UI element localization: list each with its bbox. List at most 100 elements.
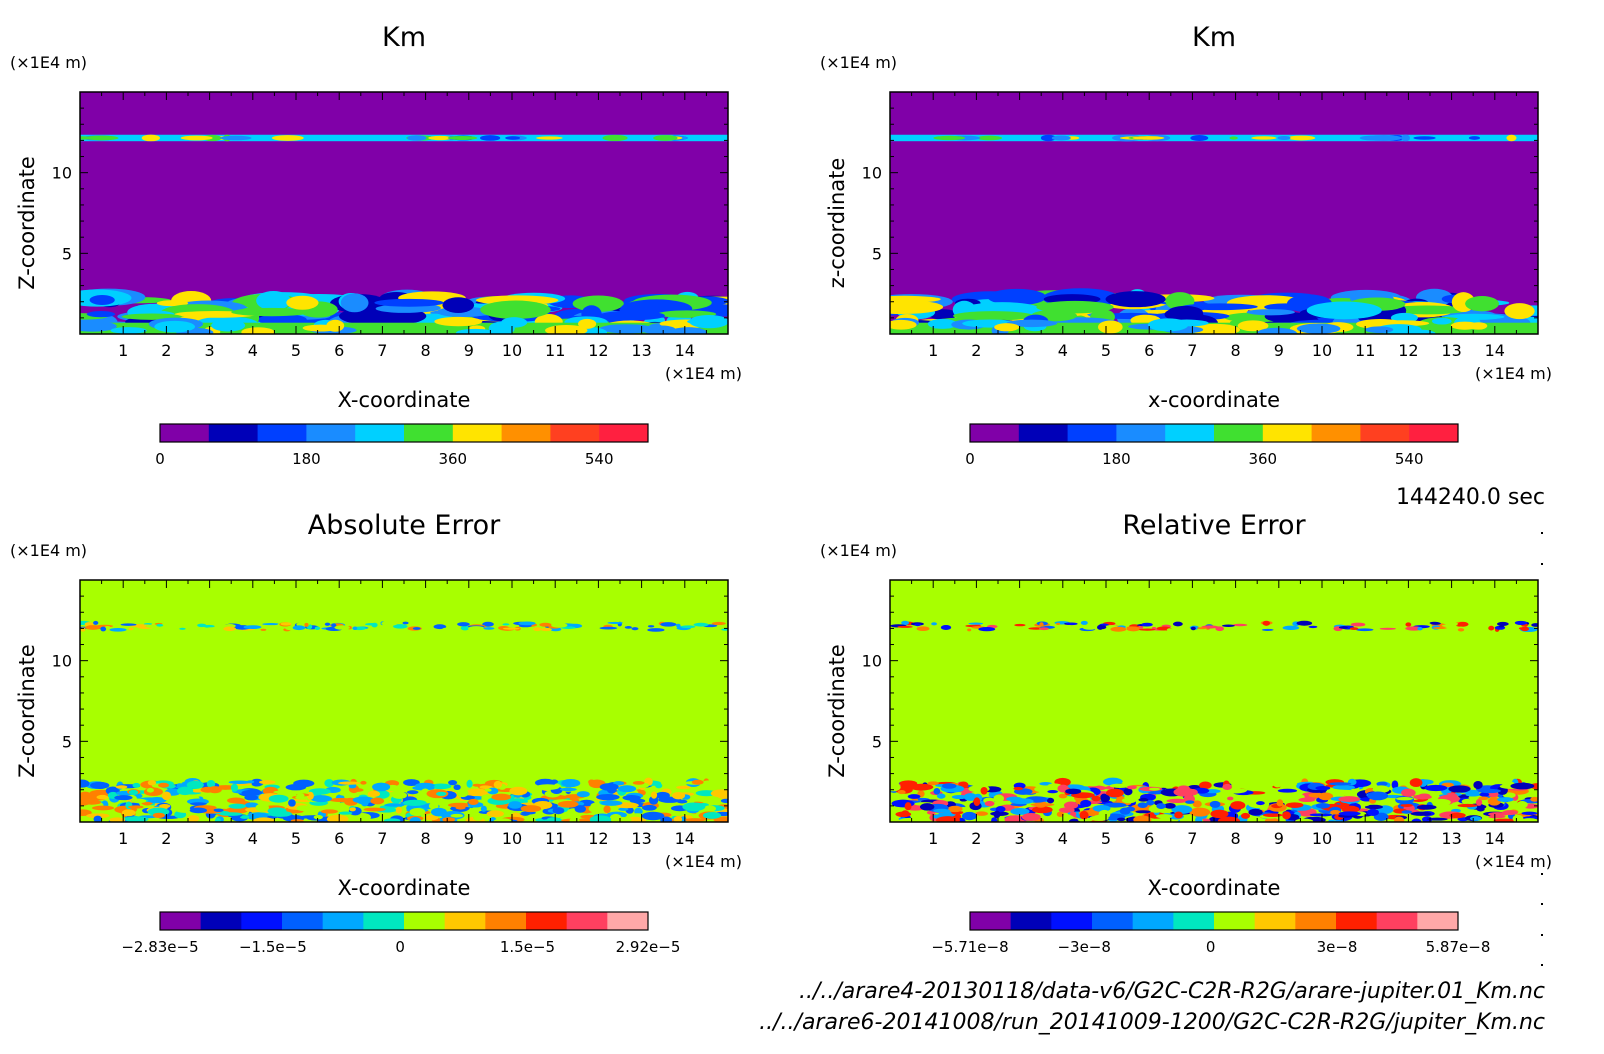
x-tick-label: 6 [334,829,344,848]
contour-blob [308,788,331,795]
contour-blob [1065,788,1082,795]
contour-blob [1147,318,1189,332]
contour-blob [292,625,306,631]
contour-blob [1051,135,1071,141]
heatmap-field [80,580,728,822]
y-axis-label: Z-coordinate [15,156,39,290]
contour-blob [1430,622,1441,625]
contour-blob [227,797,246,804]
contour-blob [147,780,157,786]
contour-blob [450,813,464,818]
contour-blob [213,808,224,812]
contour-blob [493,818,512,822]
contour-blob [114,795,133,801]
contour-blob [84,135,119,141]
contour-blob [104,625,111,630]
contour-blob [271,135,304,141]
x-axis-label: X-coordinate [338,876,471,900]
contour-blob [176,808,193,813]
colorbar-swatch [322,912,364,930]
colorbar-swatch [485,912,527,930]
contour-blob [596,793,620,801]
contour-blob [994,323,1020,332]
contour-blob [285,784,307,791]
x-tick-label: 4 [248,341,258,360]
contour-blob [1014,623,1026,627]
contour-blob [131,798,147,804]
contour-blob [552,807,565,815]
contour-blob [1229,136,1238,140]
contour-blob [622,795,641,801]
colorbar-swatch [160,912,202,930]
contour-blob [1479,792,1490,797]
contour-blob [483,627,495,630]
contour-blob [508,781,531,788]
contour-blob [110,327,147,334]
contour-blob [676,785,692,790]
contour-blob [901,810,910,818]
contour-blob [987,288,1047,306]
contour-blob [1413,794,1432,800]
contour-blob [1209,800,1221,808]
contour-blob [600,800,623,806]
contour-blob [712,782,728,790]
contour-blob [1341,805,1360,814]
contour-blob [1367,808,1379,816]
contour-blob [288,799,296,807]
chart-title: Absolute Error [308,510,501,541]
contour-blob [1457,621,1469,627]
contour-blob [1514,620,1528,625]
contour-blob [481,794,489,802]
contour-blob [268,794,289,803]
contour-blob [147,807,170,817]
colorbar-swatch [1018,424,1069,442]
colorbar-swatch [444,912,486,930]
contour-blob [1477,788,1501,794]
contour-blob [391,791,408,799]
contour-blob [978,779,992,788]
contour-blob [1156,803,1166,809]
contour-blob [1356,628,1374,632]
contour-blob [1277,135,1291,140]
contour-blob [641,811,665,821]
colorbar-swatch [404,912,446,930]
contour-blob [576,791,590,798]
x-tick-label: 8 [421,829,431,848]
contour-blob [1069,811,1077,816]
contour-blob [995,806,1006,813]
x-tick-label: 2 [161,341,171,360]
contour-blob [1006,319,1058,328]
contour-blob [520,805,542,813]
colorbar-tick-label: 0 [1206,938,1216,956]
x-axis-unit: (×1E4 m) [665,364,742,383]
colorbar-tick-label: 360 [1248,450,1277,468]
contour-blob [156,300,189,307]
contour-blob [1167,305,1203,319]
contour-blob [147,796,167,804]
contour-blob [546,817,561,822]
contour-blob [603,805,611,814]
time-label: 144240.0 sec [1396,485,1545,510]
contour-blob [1306,301,1382,320]
contour-blob [296,793,305,798]
contour-blob [1401,788,1416,797]
contour-blob [132,782,141,788]
colorbar-swatch [607,912,649,930]
contour-blob [1338,796,1361,803]
contour-blob [468,626,485,631]
contour-blob [460,625,470,631]
contour-blob [1350,622,1366,627]
contour-blob [598,310,665,321]
colorbar-swatch [1116,424,1166,442]
contour-blob [1196,627,1208,630]
contour-blob [1133,815,1152,822]
contour-blob [533,627,542,632]
contour-blob [936,793,946,799]
colorbar-swatch [1092,912,1134,930]
contour-blob [403,779,420,786]
contour-blob [647,628,665,632]
contour-blob [898,817,922,822]
x-axis-label: X-coordinate [1148,876,1281,900]
contour-blob [618,807,629,811]
contour-blob [90,781,110,789]
